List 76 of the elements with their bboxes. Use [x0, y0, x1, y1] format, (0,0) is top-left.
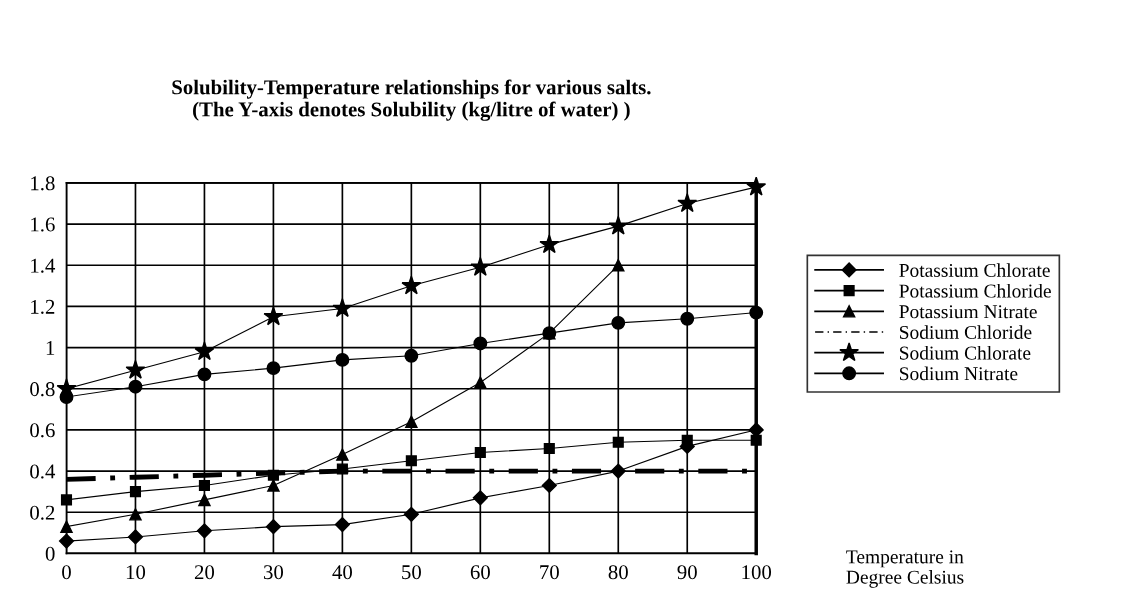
y-tick-label: 1: [46, 341, 55, 355]
point: [334, 517, 350, 533]
y-tick-label: 1.6: [31, 217, 55, 232]
x-tick-label: 70: [540, 565, 559, 580]
point: [612, 436, 624, 448]
y-tick-label: 0.4: [30, 464, 56, 479]
point: [125, 359, 146, 379]
point: [198, 493, 211, 507]
legend-label: Sodium Nitrate: [900, 366, 1018, 381]
x-tick-label: 10: [126, 565, 146, 580]
point: [677, 193, 698, 213]
x-tick-label: 100: [742, 565, 772, 580]
point: [474, 376, 487, 389]
y-tick-label: 0: [45, 546, 55, 561]
point: [127, 529, 144, 545]
point: [470, 256, 491, 276]
point: [194, 341, 215, 361]
y-tick-label: 1.8: [31, 176, 55, 191]
point: [128, 379, 143, 394]
point: [749, 305, 764, 320]
point: [267, 469, 279, 481]
point: [403, 506, 419, 522]
point: [473, 336, 488, 351]
point: [746, 176, 767, 196]
point: [332, 298, 353, 318]
point: [405, 415, 418, 428]
point: [610, 463, 626, 479]
y-tick-label: 0.8: [30, 382, 55, 397]
point: [336, 448, 349, 461]
point: [60, 520, 73, 533]
y-tick-label: 1.2: [31, 299, 55, 314]
legend-label: Potassium Chloride: [899, 283, 1051, 298]
x-tick-label: 80: [608, 565, 628, 580]
x-tick-label: 20: [194, 565, 215, 580]
point: [335, 352, 350, 367]
point: [472, 490, 488, 506]
chart-title: Solubility-Temperature relationships for various salts. (The Y-axis denotes Solubility (kg/litre of water) ): [172, 79, 651, 121]
point: [129, 486, 142, 498]
point: [474, 446, 486, 459]
point: [56, 378, 77, 398]
point: [266, 361, 281, 376]
point: [263, 306, 284, 326]
point: [611, 315, 626, 330]
point: [541, 477, 557, 494]
x-tick-label: 50: [402, 565, 421, 580]
point: [405, 455, 417, 467]
point: [196, 523, 213, 539]
legend-label: Sodium Chlorate: [900, 345, 1031, 360]
point: [129, 508, 142, 521]
legend-label: Potassium Nitrate: [899, 305, 1037, 319]
legend-label: Potassium Chlorate: [899, 263, 1050, 277]
y-tick-label: 1.4: [31, 258, 56, 273]
legend-label: Sodium Chloride: [900, 325, 1032, 339]
point: [265, 519, 281, 535]
x-axis-title: Temperature in Degree Celsius: [846, 550, 964, 588]
point: [608, 215, 629, 235]
y-tick-label: 0.2: [30, 505, 55, 520]
point: [680, 311, 695, 326]
point: [197, 367, 212, 382]
point: [543, 442, 555, 454]
point: [401, 275, 422, 295]
x-tick-label: 0: [62, 565, 71, 580]
point: [60, 494, 73, 506]
point: [539, 234, 560, 254]
x-tick-label: 60: [470, 565, 490, 580]
y-tick-label: 0.6: [30, 423, 55, 438]
x-tick-label: 90: [677, 565, 697, 580]
x-tick-label: 40: [332, 565, 353, 580]
point: [58, 533, 75, 549]
point: [336, 463, 348, 475]
point: [198, 479, 210, 492]
point: [267, 479, 280, 492]
point: [404, 348, 419, 363]
x-tick-label: 30: [263, 565, 284, 580]
point: [750, 434, 762, 446]
point: [612, 258, 625, 272]
